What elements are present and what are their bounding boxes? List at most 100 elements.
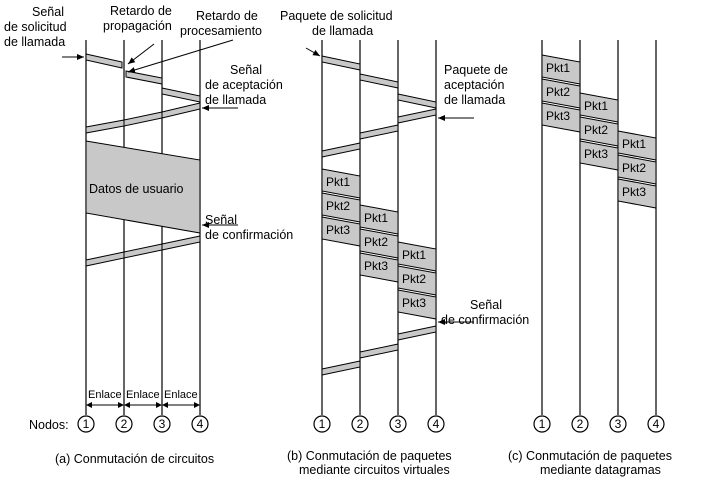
node-label-b2: 2 [357, 417, 364, 431]
node-circle-b3 [389, 415, 407, 433]
node-label-a4: 4 [197, 417, 204, 431]
node-label-a1: 1 [83, 417, 90, 431]
dg-pkt2-label-3: Pkt2 [622, 161, 646, 175]
dg-pkt1-hop1 [541, 54, 581, 85]
node-circle-a1 [77, 415, 95, 433]
vc-pkt2-label-1: Pkt2 [326, 199, 350, 213]
panel-b: Pkt1 Pkt2 Pkt3 Pkt1 Pkt2 Pkt3 Pkt1 Pkt2 … [280, 9, 529, 477]
label-ack-a-l2: de confirmación [205, 228, 293, 242]
dg-pkt2-label-2: Pkt2 [584, 123, 608, 137]
arrow-vc-request [305, 47, 321, 57]
vc-ack-band-2 [359, 343, 399, 359]
vc-pkt2-label-3: Pkt2 [402, 272, 426, 286]
vc-accept-band-1 [321, 142, 361, 158]
vc-pkt1-label-3: Pkt1 [402, 248, 426, 262]
label-ack-b-l1: Señal [470, 298, 502, 312]
node-label-a3: 3 [159, 417, 166, 431]
label-nodes: Nodos: [29, 418, 69, 432]
node-label-c3: 3 [615, 417, 622, 431]
label-link-3: Enlace [164, 389, 198, 401]
call-accept-band-1 [85, 119, 125, 134]
vc-pkt1-hop2 [359, 204, 399, 235]
dg-pkt1-label-2: Pkt1 [584, 99, 608, 113]
arrow-propagation-delay [127, 43, 155, 65]
dg-pkt1-label-1: Pkt1 [546, 61, 570, 75]
node-circle-c2 [571, 415, 589, 433]
panel-a: Señal de solicitud de llamada Retardo de… [4, 4, 293, 466]
dg-pkt3-hop3 [617, 178, 657, 209]
ack-band-2 [123, 243, 163, 259]
node-circle-a2 [115, 415, 133, 433]
node-circle-b4 [427, 415, 445, 433]
caption-a: (a) Conmutación de circuitos [55, 452, 214, 466]
label-call-request-l1: Señal [32, 5, 64, 19]
node-circle-c3 [609, 415, 627, 433]
panel-c: Pkt1 Pkt2 Pkt3 Pkt1 Pkt2 Pkt3 Pkt1 Pkt2 … [508, 40, 672, 477]
vc-accept-band-2 [359, 124, 399, 140]
dg-pkt1-label-3: Pkt1 [622, 137, 646, 151]
label-call-accept-l3: de llamada [205, 93, 266, 107]
link-arrowhead-2r [156, 402, 162, 408]
link-arrowhead-3r [194, 402, 200, 408]
user-data-block [85, 140, 201, 234]
node-label-c1: 1 [539, 417, 546, 431]
vc-pkt3-label-2: Pkt3 [364, 259, 388, 273]
label-vc-accept-l1: Paquete de [444, 63, 508, 77]
label-processing-l1: Retardo de [196, 9, 258, 23]
caption-c-l1: (c) Conmutación de paquetes [508, 449, 672, 463]
label-ack-b-l2: de confirmación [441, 313, 529, 327]
caption-b-l1: (b) Conmutación de paquetes [287, 449, 452, 463]
dg-pkt1-hop3 [617, 130, 657, 161]
node-label-b4: 4 [433, 417, 440, 431]
vc-request-band-2 [359, 73, 399, 89]
dg-pkt2-hop3 [617, 154, 657, 185]
vc-request-band-1 [321, 55, 361, 71]
vc-pkt1-hop3 [397, 241, 437, 272]
call-request-band-1 [85, 53, 123, 69]
node-label-a2: 2 [121, 417, 128, 431]
label-link-2: Enlace [126, 389, 160, 401]
label-propagation-l1: Retardo de [110, 4, 172, 18]
node-circle-c1 [533, 415, 551, 433]
call-accept-band-3 [161, 102, 201, 119]
call-accept-band-2 [123, 111, 163, 127]
label-vc-request-l2: de llamada [312, 24, 373, 38]
ack-band-3 [161, 235, 201, 251]
link-arrowhead-1l [86, 402, 92, 408]
arrow-processing-delay [127, 39, 234, 73]
vc-pkt2-label-2: Pkt2 [364, 235, 388, 249]
vc-pkt1-label-1: Pkt1 [326, 175, 350, 189]
label-vc-accept-l3: de llamada [444, 93, 505, 107]
node-label-b1: 1 [319, 417, 326, 431]
label-call-accept-l2: de aceptación [205, 78, 283, 92]
vc-pkt3-label-1: Pkt3 [326, 223, 350, 237]
dg-pkt2-label-1: Pkt2 [546, 85, 570, 99]
link-arrowhead-3l [162, 402, 168, 408]
caption-b-l2: mediante circuitos virtuales [299, 463, 450, 477]
node-label-c2: 2 [577, 417, 584, 431]
label-processing-l2: procesamiento [180, 24, 262, 38]
call-request-band-3 [161, 87, 201, 103]
vc-pkt1-hop1 [321, 168, 361, 199]
label-vc-accept-l2: aceptación [444, 78, 505, 92]
vc-pkt1-label-2: Pkt1 [364, 211, 388, 225]
vc-pkt3-label-3: Pkt3 [402, 296, 426, 310]
vc-accept-band-3 [397, 108, 437, 124]
node-circle-c4 [647, 415, 665, 433]
node-label-c4: 4 [653, 417, 660, 431]
caption-c-l2: mediante datagramas [540, 463, 661, 477]
label-call-request-l3: de llamada [4, 35, 65, 49]
node-circle-a4 [191, 415, 209, 433]
link-arrowhead-1r [118, 402, 124, 408]
node-label-b3: 3 [395, 417, 402, 431]
label-call-request-l2: de solicitud [4, 20, 67, 34]
node-circle-b2 [351, 415, 369, 433]
vc-ack-band-1 [321, 360, 361, 376]
label-ack-a-l1: Señal [205, 213, 237, 227]
label-user-data: Datos de usuario [89, 182, 184, 196]
dg-pkt3-label-3: Pkt3 [622, 185, 646, 199]
dg-pkt3-label-1: Pkt3 [546, 109, 570, 123]
dg-pkt3-label-2: Pkt3 [584, 147, 608, 161]
